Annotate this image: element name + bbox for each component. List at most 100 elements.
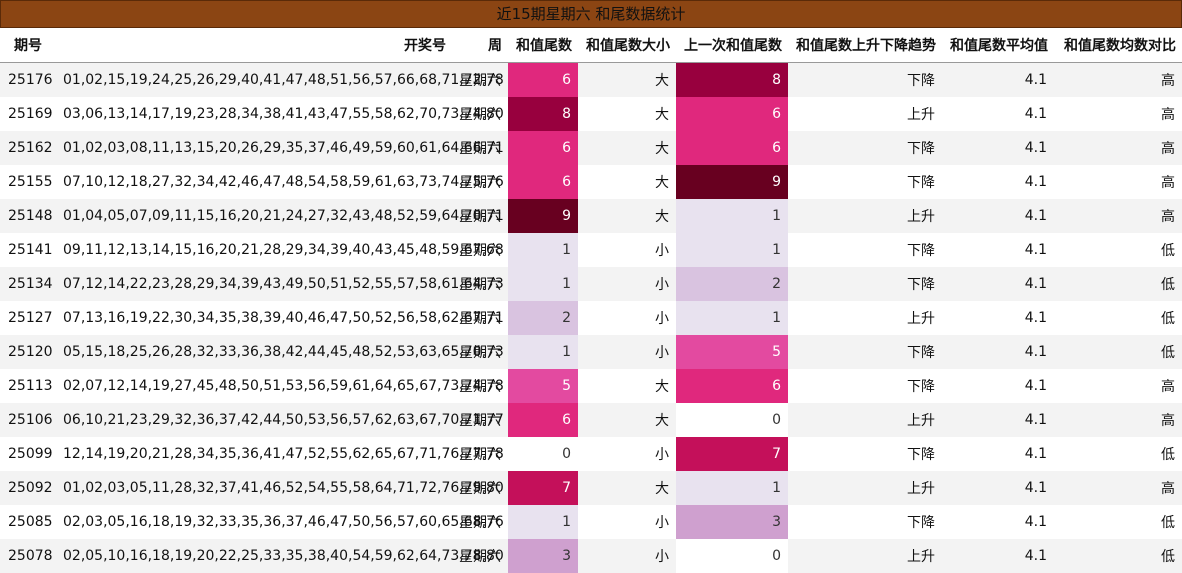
- numbers-cell: 05,15,18,25,26,28,32,33,36,38,42,44,45,4…: [56, 335, 504, 369]
- compare-cell: 高: [1054, 199, 1182, 233]
- size-cell: 大: [578, 97, 676, 131]
- issue-cell: 25141: [0, 233, 56, 267]
- table-row: 25169 03,06,13,14,17,19,23,28,34,38,41,43…: [0, 97, 1182, 131]
- issue-cell: 25106: [0, 403, 56, 437]
- numbers-cell: 09,11,12,13,14,15,16,20,21,28,29,34,39,4…: [56, 233, 504, 267]
- issue-cell: 25127: [0, 301, 56, 335]
- issue-cell: 25162: [0, 131, 56, 165]
- compare-cell: 高: [1054, 471, 1182, 505]
- average-cell: 4.1: [942, 539, 1054, 573]
- average-cell: 4.1: [942, 437, 1054, 471]
- issue-cell: 25113: [0, 369, 56, 403]
- compare-cell: 高: [1054, 97, 1182, 131]
- tail-cell: 6: [508, 131, 578, 165]
- header-prev-tail[interactable]: 上一次和值尾数: [676, 28, 788, 63]
- tail-cell: 8: [508, 97, 578, 131]
- table-row: 25120 05,15,18,25,26,28,32,33,36,38,42,44…: [0, 335, 1182, 369]
- prev-tail-cell: 1: [676, 471, 788, 505]
- table-row: 25099 12,14,19,20,21,28,34,35,36,41,47,52…: [0, 437, 1182, 471]
- header-trend[interactable]: 和值尾数上升下降趋势: [788, 28, 942, 63]
- tail-cell: 1: [508, 233, 578, 267]
- week-cell: 星期六: [452, 165, 508, 199]
- tail-cell: 0: [508, 437, 578, 471]
- prev-tail-cell: 5: [676, 335, 788, 369]
- week-cell: 星期六: [452, 437, 508, 471]
- issue-cell: 25176: [0, 62, 56, 97]
- size-cell: 小: [578, 437, 676, 471]
- tail-cell: 1: [508, 267, 578, 301]
- table-row: 25134 07,12,14,22,23,28,29,34,39,43,49,50…: [0, 267, 1182, 301]
- prev-tail-cell: 2: [676, 267, 788, 301]
- compare-cell: 低: [1054, 233, 1182, 267]
- tail-cell: 6: [508, 62, 578, 97]
- prev-tail-cell: 1: [676, 233, 788, 267]
- size-cell: 小: [578, 301, 676, 335]
- issue-cell: 25169: [0, 97, 56, 131]
- header-issue[interactable]: 期号: [0, 28, 56, 63]
- tail-cell: 3: [508, 539, 578, 573]
- tail-cell: 1: [508, 505, 578, 539]
- table-row: 25155 07,10,12,18,27,32,34,42,46,47,48,54…: [0, 165, 1182, 199]
- numbers-cell: 01,02,03,08,11,13,15,20,26,29,35,37,46,4…: [56, 131, 504, 165]
- size-cell: 大: [578, 199, 676, 233]
- average-cell: 4.1: [942, 471, 1054, 505]
- prev-tail-cell: 1: [676, 301, 788, 335]
- week-cell: 星期六: [452, 505, 508, 539]
- header-numbers[interactable]: 开奖号: [56, 28, 452, 63]
- numbers-cell: 02,05,10,16,18,19,20,22,25,33,35,38,40,5…: [56, 539, 504, 573]
- compare-cell: 低: [1054, 505, 1182, 539]
- week-cell: 星期六: [452, 267, 508, 301]
- prev-tail-cell: 7: [676, 437, 788, 471]
- header-average[interactable]: 和值尾数平均值: [942, 28, 1054, 63]
- numbers-cell: 03,06,13,14,17,19,23,28,34,38,41,43,47,5…: [56, 97, 504, 131]
- prev-tail-cell: 6: [676, 131, 788, 165]
- trend-cell: 上升: [788, 403, 942, 437]
- trend-cell: 下降: [788, 62, 942, 97]
- table-title: 近15期星期六 和尾数据统计: [0, 0, 1182, 28]
- size-cell: 大: [578, 403, 676, 437]
- average-cell: 4.1: [942, 335, 1054, 369]
- compare-cell: 高: [1054, 165, 1182, 199]
- stats-table: 期号 开奖号 周 和值尾数 和值尾数大小 上一次和值尾数 和值尾数上升下降趋势 …: [0, 28, 1182, 573]
- numbers-cell: 12,14,19,20,21,28,34,35,36,41,47,52,55,6…: [56, 437, 504, 471]
- header-compare[interactable]: 和值尾数均数对比: [1054, 28, 1182, 63]
- week-cell: 星期六: [452, 301, 508, 335]
- numbers-cell: 07,12,14,22,23,28,29,34,39,43,49,50,51,5…: [56, 267, 504, 301]
- table-row: 25085 02,03,05,16,18,19,32,33,35,36,37,46…: [0, 505, 1182, 539]
- size-cell: 小: [578, 539, 676, 573]
- compare-cell: 低: [1054, 267, 1182, 301]
- issue-cell: 25120: [0, 335, 56, 369]
- issue-cell: 25078: [0, 539, 56, 573]
- compare-cell: 高: [1054, 131, 1182, 165]
- trend-cell: 上升: [788, 97, 942, 131]
- trend-cell: 下降: [788, 267, 942, 301]
- numbers-cell: 07,10,12,18,27,32,34,42,46,47,48,54,58,5…: [56, 165, 504, 199]
- header-tail[interactable]: 和值尾数: [508, 28, 578, 63]
- trend-cell: 下降: [788, 437, 942, 471]
- size-cell: 小: [578, 335, 676, 369]
- header-size[interactable]: 和值尾数大小: [578, 28, 676, 63]
- header-week[interactable]: 周: [452, 28, 508, 63]
- numbers-cell: 02,03,05,16,18,19,32,33,35,36,37,46,47,5…: [56, 505, 504, 539]
- trend-cell: 下降: [788, 369, 942, 403]
- tail-cell: 7: [508, 471, 578, 505]
- table-row: 25162 01,02,03,08,11,13,15,20,26,29,35,37…: [0, 131, 1182, 165]
- average-cell: 4.1: [942, 62, 1054, 97]
- compare-cell: 高: [1054, 62, 1182, 97]
- tail-cell: 2: [508, 301, 578, 335]
- compare-cell: 高: [1054, 369, 1182, 403]
- trend-cell: 下降: [788, 165, 942, 199]
- issue-cell: 25099: [0, 437, 56, 471]
- week-cell: 星期六: [452, 131, 508, 165]
- prev-tail-cell: 6: [676, 97, 788, 131]
- table-row: 25092 01,02,03,05,11,28,32,37,41,46,52,54…: [0, 471, 1182, 505]
- table-row: 25106 06,10,21,23,29,32,36,37,42,44,50,53…: [0, 403, 1182, 437]
- numbers-cell: 06,10,21,23,29,32,36,37,42,44,50,53,56,5…: [56, 403, 504, 437]
- week-cell: 星期六: [452, 62, 508, 97]
- numbers-cell: 01,04,05,07,09,11,15,16,20,21,24,27,32,4…: [56, 199, 504, 233]
- tail-cell: 6: [508, 403, 578, 437]
- tail-cell: 6: [508, 165, 578, 199]
- size-cell: 大: [578, 62, 676, 97]
- prev-tail-cell: 9: [676, 165, 788, 199]
- size-cell: 大: [578, 369, 676, 403]
